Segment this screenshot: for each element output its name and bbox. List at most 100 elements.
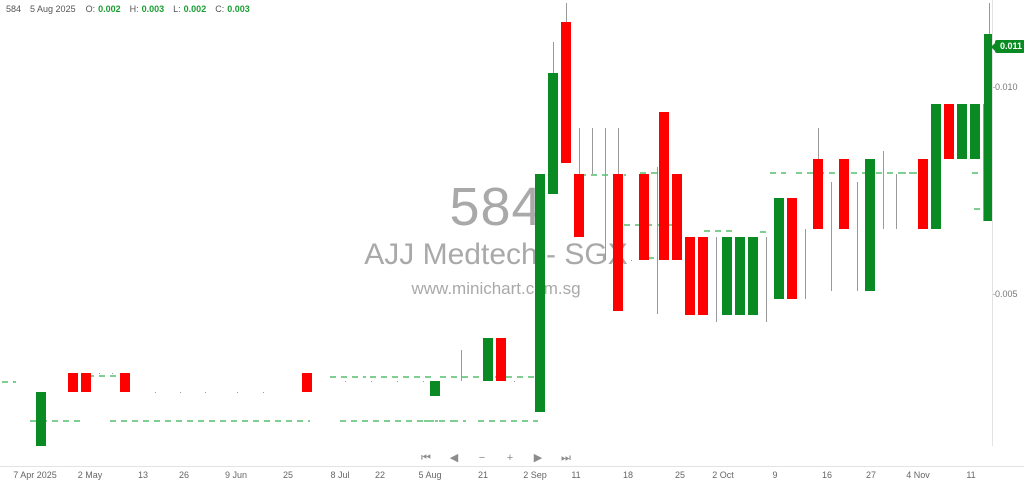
candle-wick: [605, 127, 606, 260]
candle-body: [774, 197, 784, 299]
skip-to-end-button[interactable]: ⏭: [561, 451, 571, 464]
candle-wick: [514, 380, 515, 382]
candle-body: [698, 236, 708, 315]
candle-wick: [766, 236, 767, 323]
date-axis-tick: 5 Aug: [418, 470, 442, 480]
date-axis-tick: 11: [966, 470, 976, 480]
candle-body: [659, 112, 669, 260]
skip-to-start-button[interactable]: ⏮: [421, 451, 431, 464]
date-axis-tick: 9: [772, 470, 778, 480]
candle-body: [639, 174, 649, 260]
price-axis[interactable]: 0.010 0.005 0.011: [990, 0, 1024, 446]
date-axis-tick: 11: [571, 470, 581, 480]
candle-body: [672, 174, 682, 260]
zoom-in-button[interactable]: +: [506, 451, 514, 464]
date-axis-tick: 13: [137, 470, 149, 480]
ohlc-high-value: 0.003: [141, 4, 165, 14]
candle-wick: [397, 380, 398, 382]
candle-body: [548, 73, 558, 194]
flat-price-dash: [88, 375, 128, 377]
candle-body: [865, 158, 875, 292]
flat-price-dash: [424, 420, 438, 422]
flat-price-dash: [580, 174, 626, 176]
flat-price-dash: [370, 376, 434, 378]
candle-wick: [896, 174, 897, 229]
date-axis-tick: 2 May: [77, 470, 103, 480]
date-axis-tick: 8 Jul: [330, 470, 350, 480]
candle-wick: [857, 182, 858, 292]
date-axis-tick: 26: [178, 470, 190, 480]
flat-price-dash: [340, 420, 460, 422]
candle-wick: [263, 392, 264, 394]
candle-body: [839, 158, 849, 229]
candle-body: [722, 236, 732, 315]
candle-body: [931, 104, 941, 229]
candle-body: [81, 372, 91, 393]
candle-wick: [371, 380, 372, 382]
ohlc-header: 584 5 Aug 2025 O: 0.002 H: 0.003 L: 0.00…: [0, 0, 1024, 18]
candle-wick: [423, 380, 424, 382]
candle-body: [430, 380, 440, 397]
candle-wick: [805, 228, 806, 299]
ohlc-high-label: H:: [129, 4, 139, 14]
flat-price-dash: [648, 257, 662, 259]
candle-wick: [461, 349, 462, 381]
ohlc-date: 5 Aug 2025: [30, 4, 76, 14]
candle-wick: [831, 182, 832, 292]
ohlc-open-value: 0.002: [98, 4, 121, 14]
ohlc-close-value: 0.003: [227, 4, 250, 14]
flat-price-dash: [972, 172, 988, 174]
candle-body: [483, 337, 493, 381]
candle-body: [535, 174, 545, 412]
watermark-url: www.minichart.com.sg: [411, 279, 581, 298]
candle-body: [748, 236, 758, 315]
ohlc-symbol: 584: [6, 4, 22, 14]
candle-body: [36, 392, 46, 446]
flat-price-dash: [974, 208, 990, 210]
candle-wick: [657, 166, 658, 315]
watermark-name: AJJ Medtech - SGX: [364, 238, 628, 271]
flat-price-dash: [110, 420, 310, 422]
candle-body: [685, 236, 695, 315]
date-axis-tick: 2 Sep: [523, 470, 547, 480]
date-axis-tick: 25: [674, 470, 686, 480]
date-axis-tick: 25: [282, 470, 294, 480]
price-axis-tick: 0.010: [993, 82, 1018, 92]
date-axis[interactable]: 7 Apr 2025 2 May 13 26 9 Jun 25 8 Jul 22 5 Aug 21…: [0, 466, 1024, 484]
candle-body: [813, 158, 823, 229]
flat-price-dash: [624, 224, 680, 226]
price-axis-tick: 0.005: [993, 289, 1018, 299]
candlestick-plot[interactable]: 584 AJJ Medtech - SGX www.minichart.com.…: [0, 0, 992, 446]
candle-wick: [180, 392, 181, 394]
candle-wick: [883, 150, 884, 229]
ohlc-open-label: O:: [85, 4, 96, 14]
zoom-out-button[interactable]: −: [478, 451, 486, 464]
candle-wick: [631, 259, 632, 261]
candle-body: [574, 174, 584, 237]
candle-wick: [99, 372, 100, 374]
step-back-button[interactable]: ◀: [449, 451, 459, 464]
candle-wick: [592, 127, 593, 175]
flat-price-dash: [452, 420, 466, 422]
candle-body: [984, 34, 992, 222]
candle-body: [970, 104, 980, 159]
candle-body: [787, 197, 797, 299]
candle-body: [120, 372, 130, 393]
date-axis-tick: 7 Apr 2025: [13, 470, 57, 480]
chart-toolbar: ⏮ ◀ − + ▶ ⏭: [0, 451, 992, 465]
candle-body: [944, 104, 954, 159]
candle-body: [735, 236, 745, 315]
candle-wick: [112, 372, 113, 374]
candle-body: [302, 372, 312, 393]
flat-price-dash: [760, 231, 768, 233]
flat-price-dash: [640, 172, 662, 174]
date-axis-tick: 21: [477, 470, 489, 480]
date-axis-tick: 16: [821, 470, 833, 480]
step-forward-button[interactable]: ▶: [533, 451, 543, 464]
flat-price-dash: [840, 172, 872, 174]
flat-price-dash: [900, 172, 930, 174]
candle-body: [561, 22, 571, 163]
candle-wick: [13, 380, 14, 382]
date-axis-tick: 27: [865, 470, 877, 480]
ohlc-low-label: L:: [173, 4, 181, 14]
